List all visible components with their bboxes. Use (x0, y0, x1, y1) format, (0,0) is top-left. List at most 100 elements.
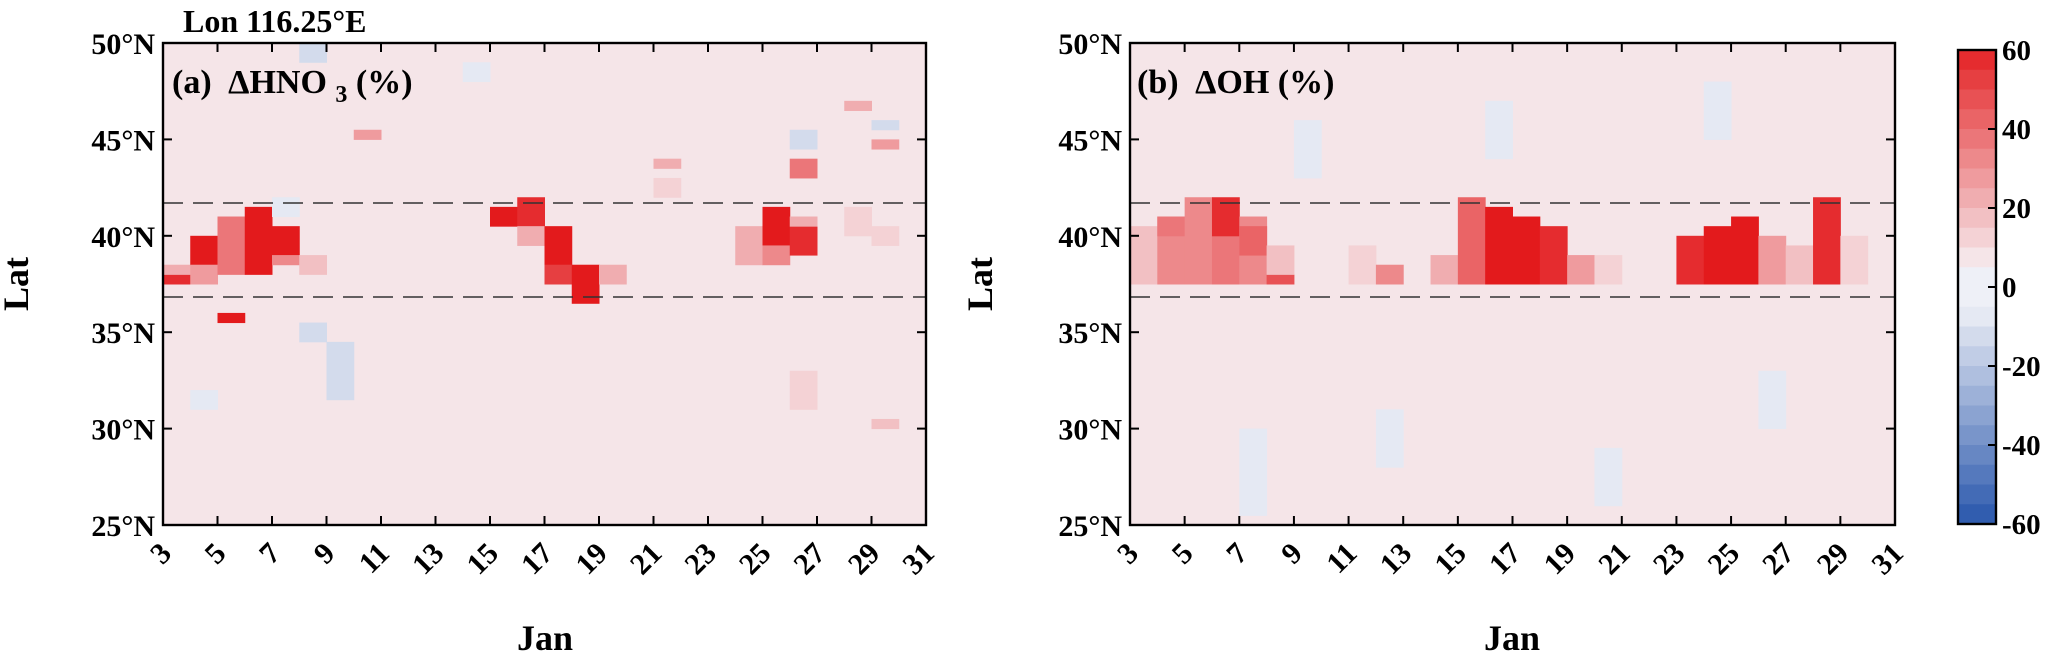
y-tick-label: 50°N (1058, 28, 1122, 61)
heatmap-cell (762, 206, 791, 246)
colorbar-segment (1958, 405, 1996, 426)
colorbar-tick-label: 60 (2002, 35, 2031, 67)
y-tick-label: 30°N (1058, 414, 1122, 447)
heatmap-cell (571, 264, 600, 304)
heatmap-cell (1512, 216, 1541, 285)
colorbar-segment (1958, 326, 1996, 347)
x-tick-label: 5 (199, 537, 233, 571)
colorbar-segment (1958, 346, 1996, 367)
colorbar-segments (1958, 50, 1996, 525)
heatmap-cell (272, 226, 300, 256)
heatmap-cell (190, 264, 218, 285)
ylabel-a: Lat (0, 257, 36, 311)
panel-b: 25°N30°N35°N40°N45°N50°N 3 5 7 9 11 13 15 17 19 2… (960, 28, 1910, 658)
y-tick-label: 45°N (1058, 124, 1122, 157)
x-tick-label: 3 (144, 537, 178, 571)
panel-tag-a: (a) (172, 64, 212, 101)
heatmap-cell (871, 226, 900, 246)
x-tick-label: 31 (1865, 537, 1910, 582)
x-tick-label: 25 (733, 537, 778, 582)
heatmap-cell (163, 274, 191, 285)
y-axis-b: 25°N 30°N 35°N 40°N 45°N 50°N (1058, 28, 1895, 543)
x-tick-label: 27 (787, 537, 832, 582)
y-tick-label: 45°N (91, 124, 155, 157)
x-tick-label: 21 (624, 537, 669, 582)
heatmap-cell (871, 418, 900, 430)
heatmap-cell (844, 100, 872, 111)
heatmap-cell (599, 264, 627, 285)
heatmap-cell (544, 264, 573, 285)
heatmap-cell (1239, 226, 1268, 256)
heatmap-cell (326, 341, 355, 401)
heatmap-cell (789, 216, 818, 227)
x-tick-label: 19 (569, 537, 614, 582)
x-tick-label: 25 (1701, 537, 1746, 582)
heatmap-cell (490, 206, 518, 227)
heatmap-cell (272, 255, 300, 266)
heatmap-cell (789, 226, 818, 256)
heatmap-cell (1813, 197, 1841, 285)
heatmap-cell (1703, 81, 1732, 140)
colorbar-tick-label: -20 (2002, 351, 2041, 383)
heatmap-cell (1375, 409, 1404, 468)
heatmap-cell (1457, 197, 1486, 285)
colorbar-ticks: 60 40 20 0 -20 -40 -60 (1988, 35, 2041, 541)
figure-title: Lon 116.25°E (183, 3, 367, 39)
heatmap-cell (1266, 274, 1295, 285)
heatmap-cell (1703, 226, 1732, 285)
heatmap-cell (789, 158, 818, 179)
heatmap-cell (517, 226, 545, 246)
heatmap-cell (871, 139, 900, 150)
heatmap-cell (299, 255, 327, 275)
heatmap-cell (1594, 255, 1623, 285)
unit-a: (%) (356, 64, 413, 101)
heatmap-cell (1840, 235, 1869, 285)
variable-subscript-a: 3 (335, 82, 347, 108)
heatmap-cell (1293, 120, 1322, 179)
heatmap-cell (272, 197, 300, 218)
colorbar-segment (1958, 168, 1996, 189)
heatmap-cell (789, 370, 818, 410)
ylabel-b: Lat (960, 257, 1000, 311)
colorbar-segment (1958, 464, 1996, 486)
heatmap-cell (1375, 264, 1404, 285)
heatmap-cell (762, 245, 791, 266)
x-tick-label: 11 (1320, 537, 1363, 580)
variable-a: ΔHNO (228, 64, 327, 101)
heatmap-cells-a (163, 43, 900, 430)
heatmap-cell (653, 177, 682, 198)
colorbar-tick-label: 0 (2002, 272, 2017, 304)
y-tick-label: 40°N (91, 221, 155, 254)
x-tick-label: 27 (1756, 537, 1801, 582)
heatmap-cell (190, 235, 218, 266)
heatmap-cell (1539, 226, 1568, 285)
x-tick-label: 29 (842, 537, 887, 582)
x-tick-label: 11 (353, 537, 396, 580)
colorbar-segment (1958, 69, 1996, 91)
x-tick-label: 23 (1647, 537, 1692, 582)
heatmap-cell (1676, 235, 1705, 285)
heatmap-cell (1266, 245, 1295, 275)
heatmap-cell (1485, 100, 1513, 160)
x-tick-label: 21 (1592, 537, 1637, 582)
x-tick-label: 31 (896, 537, 941, 582)
x-tick-label: 17 (515, 537, 560, 582)
colorbar-segment (1958, 385, 1996, 407)
colorbar-segment (1958, 247, 1996, 268)
y-tick-label: 40°N (1058, 221, 1122, 254)
heatmap-cell (462, 62, 491, 83)
colorbar-segment (1958, 227, 1996, 249)
colorbar-segment (1958, 148, 1996, 170)
heatmap-cell (653, 158, 682, 169)
panel-label-a: (a) ΔHNO 3 (%) (172, 64, 413, 110)
heatmap-cell (190, 390, 218, 410)
x-tick-label: 13 (406, 537, 451, 582)
colorbar-segment (1958, 109, 1996, 130)
heatmap-cell (1184, 197, 1213, 285)
heatmap-cell (299, 322, 327, 343)
xlabel-a: Jan (517, 618, 573, 658)
x-tick-label: 5 (1166, 537, 1200, 571)
heatmap-cell (1731, 216, 1759, 285)
x-tick-label: 7 (1220, 537, 1254, 571)
